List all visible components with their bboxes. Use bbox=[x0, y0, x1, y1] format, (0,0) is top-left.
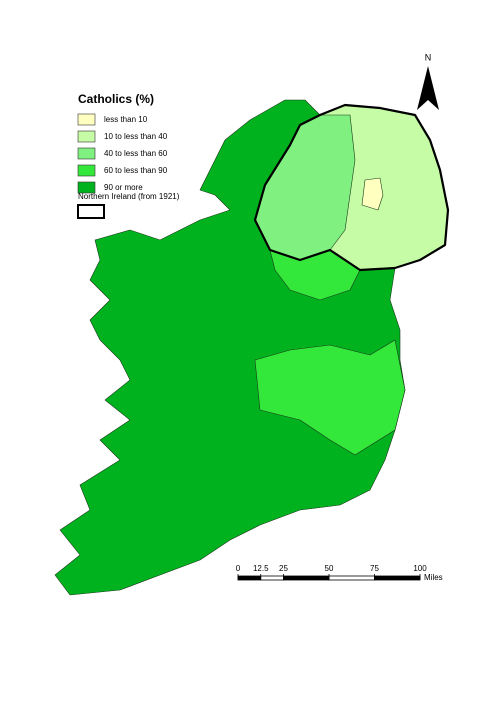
legend-label: Northern Ireland (from 1921) bbox=[78, 192, 180, 201]
legend-label: 40 to less than 60 bbox=[104, 149, 168, 158]
scale-unit: Miles bbox=[424, 573, 443, 582]
scale-segment bbox=[328, 575, 375, 581]
scale-label: 12.5 bbox=[253, 564, 269, 573]
east-midlands bbox=[254, 339, 406, 456]
north-arrow bbox=[417, 66, 439, 110]
scale-label: 100 bbox=[413, 564, 427, 573]
scale-label: 75 bbox=[370, 564, 379, 573]
legend-swatch bbox=[77, 147, 96, 160]
legend: less than 10 10 to less than 40 40 to less… bbox=[77, 113, 168, 194]
scale-label: 50 bbox=[325, 564, 334, 573]
legend-label: 90 or more bbox=[104, 183, 143, 192]
legend-swatch bbox=[77, 164, 96, 177]
legend-label: less than 10 bbox=[104, 115, 148, 124]
legend-swatch bbox=[77, 130, 96, 143]
legend-label: 60 to less than 90 bbox=[104, 166, 168, 175]
scale-segment bbox=[283, 575, 330, 581]
scale-label: 0 bbox=[236, 564, 241, 573]
belfast bbox=[361, 177, 384, 211]
legend-label: 10 to less than 40 bbox=[104, 132, 168, 141]
north-label: N bbox=[425, 52, 432, 62]
legend-swatch bbox=[77, 181, 96, 194]
scale-segment bbox=[237, 575, 262, 581]
island bbox=[54, 99, 450, 596]
scale-label: 25 bbox=[279, 564, 288, 573]
scale-segment bbox=[260, 575, 284, 581]
ni-boundary-swatch bbox=[77, 204, 105, 219]
legend-title: Catholics (%) bbox=[78, 92, 154, 106]
legend-swatch bbox=[77, 113, 96, 126]
ni-boundary bbox=[253, 103, 450, 272]
scale-segment bbox=[374, 575, 421, 581]
